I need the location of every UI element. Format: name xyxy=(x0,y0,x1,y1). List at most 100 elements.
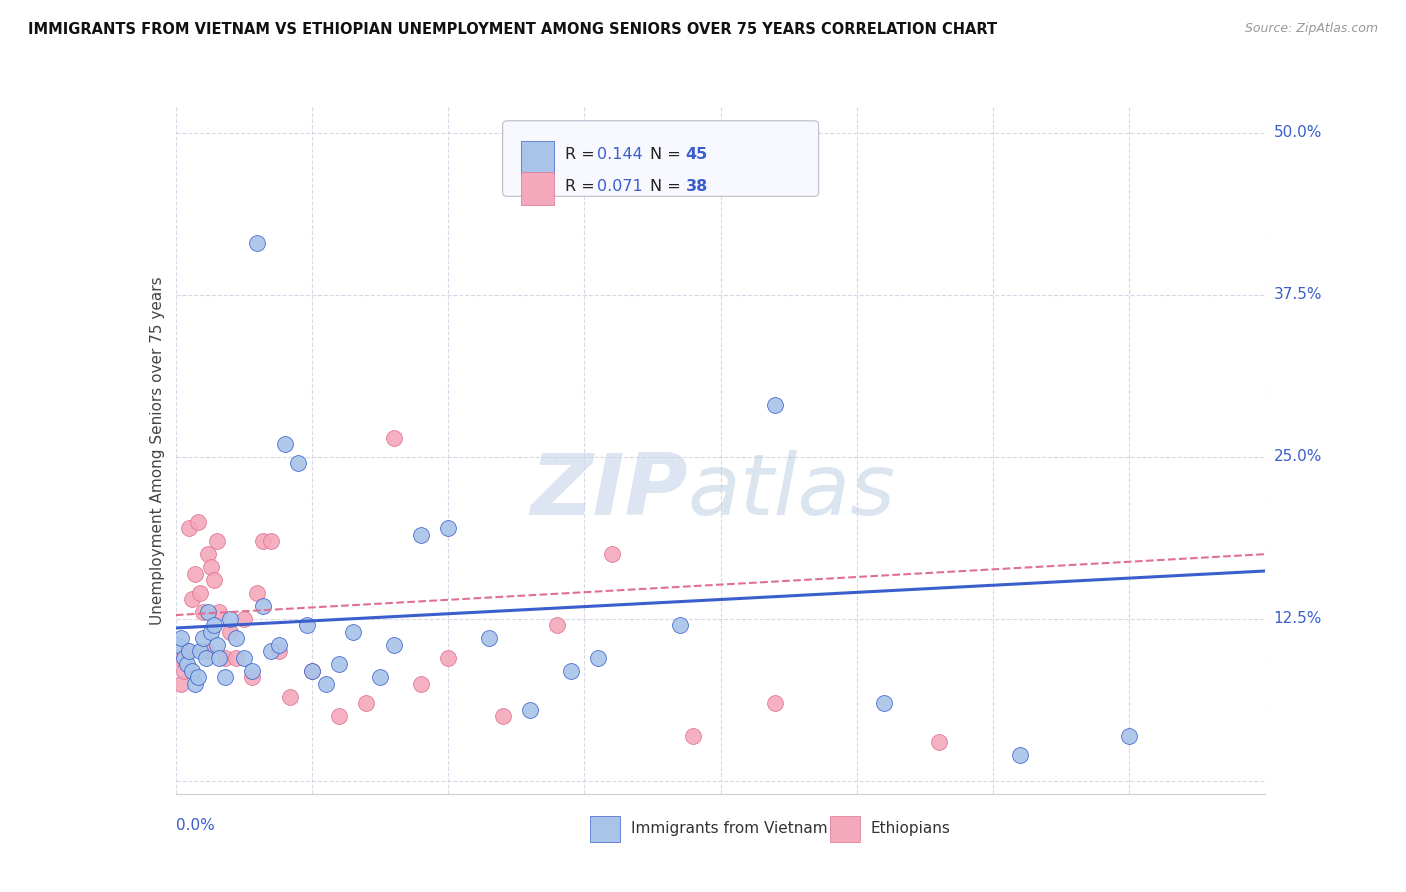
Point xyxy=(763,398,786,412)
Point xyxy=(763,696,786,710)
Text: atlas: atlas xyxy=(688,450,896,533)
Point xyxy=(246,586,269,600)
Point xyxy=(188,586,211,600)
Text: Ethiopians: Ethiopians xyxy=(870,822,950,837)
Point xyxy=(170,632,193,646)
Point xyxy=(478,632,501,646)
Point xyxy=(186,515,209,529)
Point xyxy=(179,644,201,658)
Text: 45: 45 xyxy=(686,147,709,162)
Text: 37.5%: 37.5% xyxy=(1274,287,1322,302)
Point xyxy=(301,664,323,678)
Point xyxy=(167,638,190,652)
Point xyxy=(519,703,541,717)
Text: 12.5%: 12.5% xyxy=(1274,611,1322,626)
Point xyxy=(202,573,225,587)
Point xyxy=(191,606,214,620)
Point xyxy=(188,644,211,658)
Point xyxy=(928,735,950,749)
Text: Source: ZipAtlas.com: Source: ZipAtlas.com xyxy=(1244,22,1378,36)
Point xyxy=(208,650,231,665)
Text: N =: N = xyxy=(650,147,686,162)
Point xyxy=(214,650,236,665)
Point xyxy=(205,638,228,652)
Point xyxy=(225,650,247,665)
Point xyxy=(382,638,405,652)
Point xyxy=(1010,747,1032,762)
Bar xyxy=(591,816,620,842)
Text: ZIP: ZIP xyxy=(530,450,688,533)
Point xyxy=(600,547,623,561)
Point xyxy=(382,430,405,444)
Text: 38: 38 xyxy=(686,178,709,194)
FancyBboxPatch shape xyxy=(503,120,818,196)
Point xyxy=(368,670,391,684)
Point xyxy=(232,612,254,626)
Point xyxy=(194,644,217,658)
Text: Immigrants from Vietnam: Immigrants from Vietnam xyxy=(631,822,828,837)
Point xyxy=(668,618,690,632)
Point xyxy=(240,670,263,684)
Point xyxy=(260,644,283,658)
Bar xyxy=(522,172,554,205)
Point xyxy=(202,618,225,632)
Point xyxy=(269,644,291,658)
Point xyxy=(437,521,460,535)
Text: R =: R = xyxy=(565,178,599,194)
Point xyxy=(179,521,201,535)
Point xyxy=(181,592,204,607)
Point xyxy=(170,677,193,691)
Text: 0.144: 0.144 xyxy=(598,147,643,162)
Text: N =: N = xyxy=(650,178,686,194)
Point xyxy=(682,729,704,743)
Point xyxy=(252,599,274,613)
Point xyxy=(214,670,236,684)
Point xyxy=(252,534,274,549)
Point xyxy=(409,677,432,691)
Point xyxy=(873,696,896,710)
Point xyxy=(200,560,222,574)
Point xyxy=(301,664,323,678)
Point xyxy=(184,566,207,581)
Text: 0.0%: 0.0% xyxy=(176,818,215,833)
Text: R =: R = xyxy=(565,147,599,162)
Point xyxy=(173,650,195,665)
Point xyxy=(232,650,254,665)
Point xyxy=(184,677,207,691)
Point xyxy=(200,624,222,639)
Point xyxy=(260,534,283,549)
Point xyxy=(315,677,337,691)
Point xyxy=(328,657,350,672)
Text: 0.071: 0.071 xyxy=(598,178,643,194)
Point xyxy=(240,664,263,678)
Point xyxy=(560,664,582,678)
Point xyxy=(194,650,217,665)
Point xyxy=(197,547,219,561)
Point xyxy=(219,612,242,626)
Point xyxy=(186,670,209,684)
Point xyxy=(274,437,297,451)
Point xyxy=(173,664,195,678)
Point xyxy=(176,657,198,672)
Point xyxy=(181,664,204,678)
Point xyxy=(197,606,219,620)
Point xyxy=(328,709,350,723)
Point xyxy=(409,527,432,541)
Y-axis label: Unemployment Among Seniors over 75 years: Unemployment Among Seniors over 75 years xyxy=(149,277,165,624)
Point xyxy=(287,457,309,471)
Point xyxy=(278,690,301,704)
Point xyxy=(167,650,190,665)
Point xyxy=(546,618,568,632)
Point xyxy=(295,618,318,632)
Point xyxy=(246,236,269,251)
Bar xyxy=(830,816,860,842)
Point xyxy=(437,650,460,665)
Point xyxy=(176,644,198,658)
Point xyxy=(356,696,378,710)
Text: 50.0%: 50.0% xyxy=(1274,126,1322,140)
Point xyxy=(586,650,609,665)
Point xyxy=(219,624,242,639)
Point xyxy=(205,534,228,549)
Point xyxy=(191,632,214,646)
Text: IMMIGRANTS FROM VIETNAM VS ETHIOPIAN UNEMPLOYMENT AMONG SENIORS OVER 75 YEARS CO: IMMIGRANTS FROM VIETNAM VS ETHIOPIAN UNE… xyxy=(28,22,997,37)
